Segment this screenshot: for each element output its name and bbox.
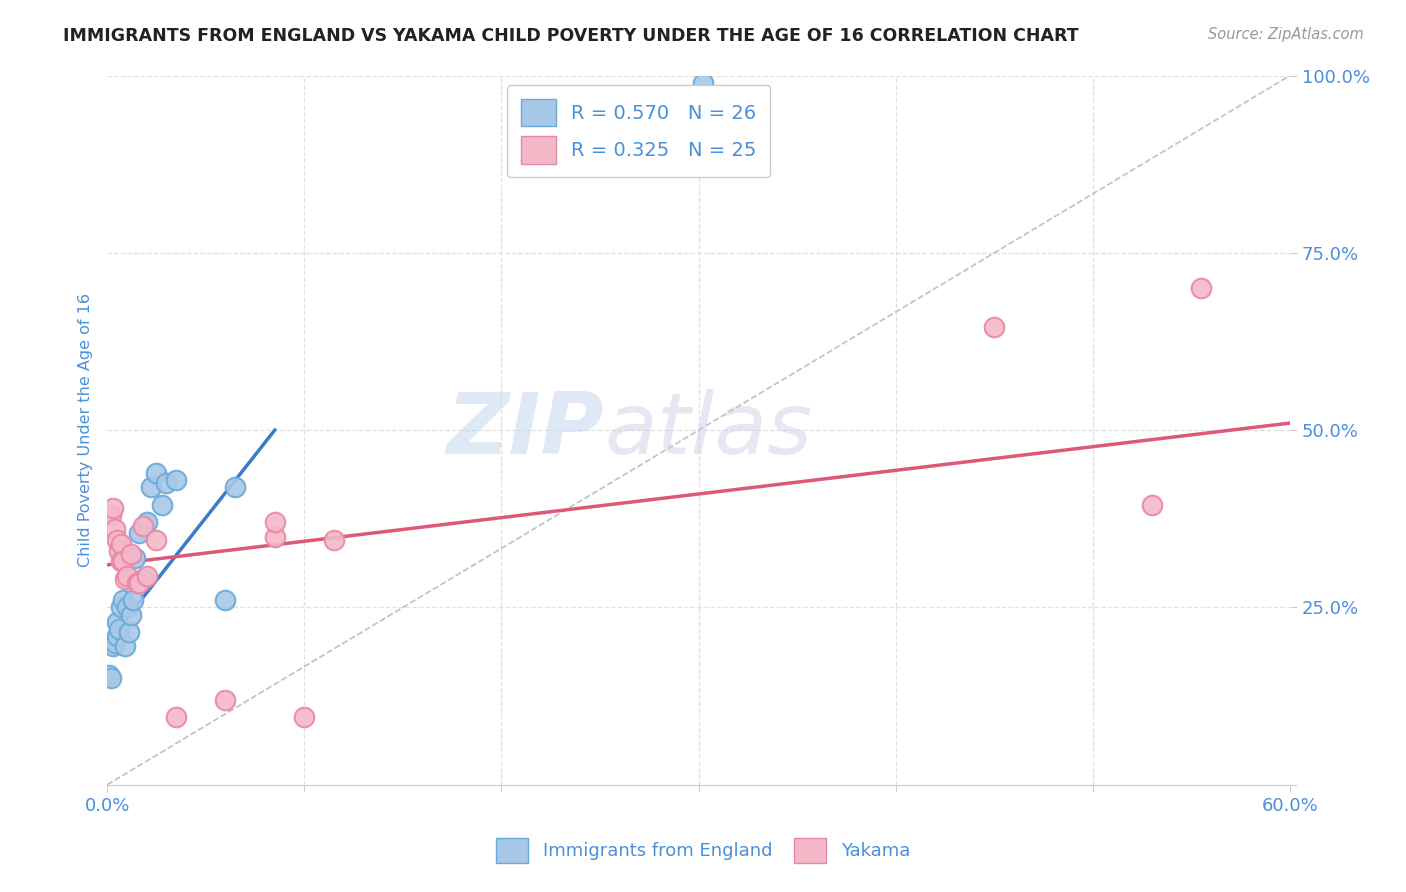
Point — [214, 692, 236, 706]
Point — [135, 516, 157, 530]
Point — [114, 572, 136, 586]
Point — [224, 480, 246, 494]
Point — [128, 526, 150, 541]
Point — [118, 625, 141, 640]
Point — [165, 710, 187, 724]
Point — [322, 533, 344, 547]
Point — [111, 593, 134, 607]
Point — [214, 593, 236, 607]
Point — [100, 508, 122, 523]
Point — [1140, 498, 1163, 512]
Point — [150, 498, 173, 512]
Point — [110, 600, 132, 615]
Point — [128, 575, 150, 590]
Point — [108, 543, 131, 558]
Point — [120, 607, 142, 622]
Point — [165, 473, 187, 487]
Point — [139, 480, 162, 494]
Point — [692, 76, 714, 90]
Point — [110, 554, 132, 568]
Point — [105, 533, 128, 547]
Y-axis label: Child Poverty Under the Age of 16: Child Poverty Under the Age of 16 — [79, 293, 93, 567]
Point — [1189, 281, 1212, 295]
Point — [98, 668, 121, 682]
Point — [101, 640, 124, 654]
Point — [145, 466, 167, 480]
Point — [131, 519, 153, 533]
Point — [124, 550, 146, 565]
Text: IMMIGRANTS FROM ENGLAND VS YAKAMA CHILD POVERTY UNDER THE AGE OF 16 CORRELATION : IMMIGRANTS FROM ENGLAND VS YAKAMA CHILD … — [63, 27, 1078, 45]
Point — [110, 536, 132, 550]
Point — [108, 622, 131, 636]
Point — [121, 593, 143, 607]
Point — [292, 710, 315, 724]
Point — [135, 568, 157, 582]
Point — [983, 320, 1005, 334]
Point — [101, 501, 124, 516]
Point — [145, 533, 167, 547]
Point — [155, 476, 177, 491]
Legend: R = 0.570   N = 26, R = 0.325   N = 25: R = 0.570 N = 26, R = 0.325 N = 25 — [508, 86, 770, 178]
Text: Source: ZipAtlas.com: Source: ZipAtlas.com — [1208, 27, 1364, 42]
Point — [105, 615, 128, 629]
Point — [105, 629, 128, 643]
Text: ZIP: ZIP — [446, 389, 605, 472]
Point — [115, 568, 138, 582]
Point — [104, 523, 127, 537]
Point — [115, 600, 138, 615]
Point — [104, 636, 127, 650]
Point — [263, 529, 285, 543]
Point — [100, 672, 122, 686]
Legend: Immigrants from England, Yakama: Immigrants from England, Yakama — [485, 827, 921, 874]
Point — [111, 554, 134, 568]
Point — [125, 575, 148, 590]
Point — [120, 547, 142, 561]
Point — [131, 572, 153, 586]
Point — [114, 640, 136, 654]
Point — [263, 516, 285, 530]
Text: atlas: atlas — [605, 389, 813, 472]
